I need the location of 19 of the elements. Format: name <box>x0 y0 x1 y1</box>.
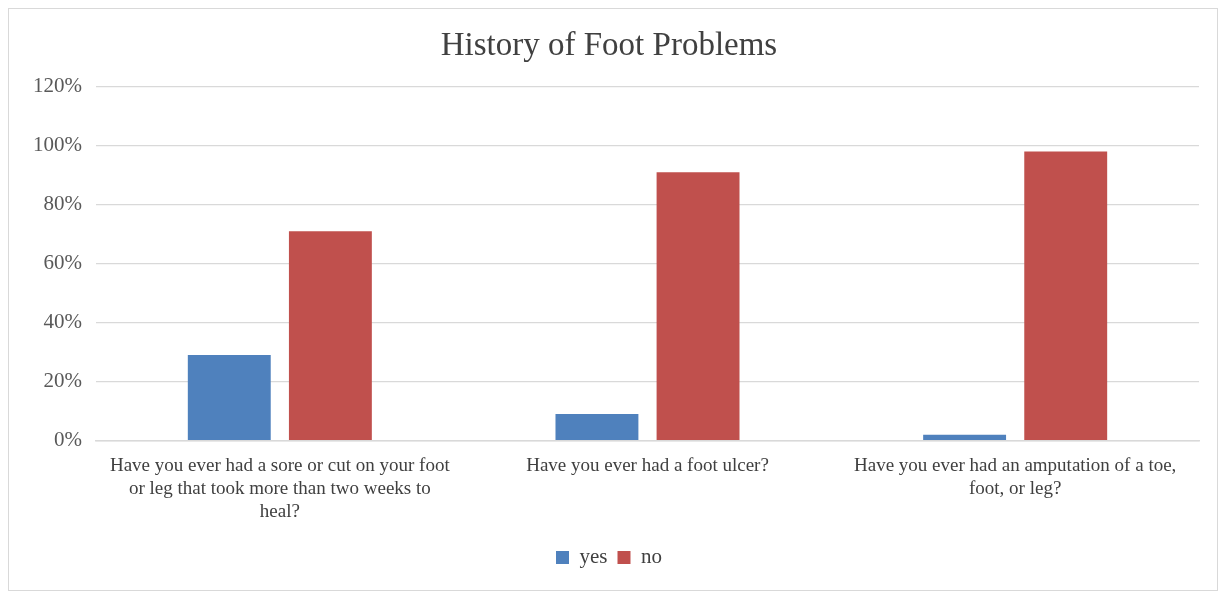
chart-title: History of Foot Problems <box>440 26 778 63</box>
x-tick-label: Have you ever had an amputation of a toe, foot, or leg? <box>853 453 1177 498</box>
y-tick-label: 40% <box>43 309 82 334</box>
x-tick-label: Have you ever had a sore or cut on your foot or leg that took more than two weeks to heal? <box>109 453 451 521</box>
legend-label: yes <box>579 544 608 569</box>
bar <box>288 231 372 440</box>
bar <box>555 414 639 440</box>
y-tick-label: 20% <box>43 368 82 393</box>
bar <box>923 434 1007 440</box>
y-tick-label: 60% <box>43 250 82 275</box>
y-tick-label: 100% <box>32 132 82 157</box>
x-tick-label: Have you ever had a foot ulcer? <box>526 453 769 475</box>
legend-label: no <box>641 544 662 569</box>
y-tick-label: 80% <box>43 191 82 216</box>
y-tick-label: 120% <box>32 73 82 98</box>
bar <box>1024 151 1108 440</box>
bar <box>656 172 740 440</box>
y-tick-label: 0% <box>53 427 82 452</box>
bar <box>187 355 271 440</box>
